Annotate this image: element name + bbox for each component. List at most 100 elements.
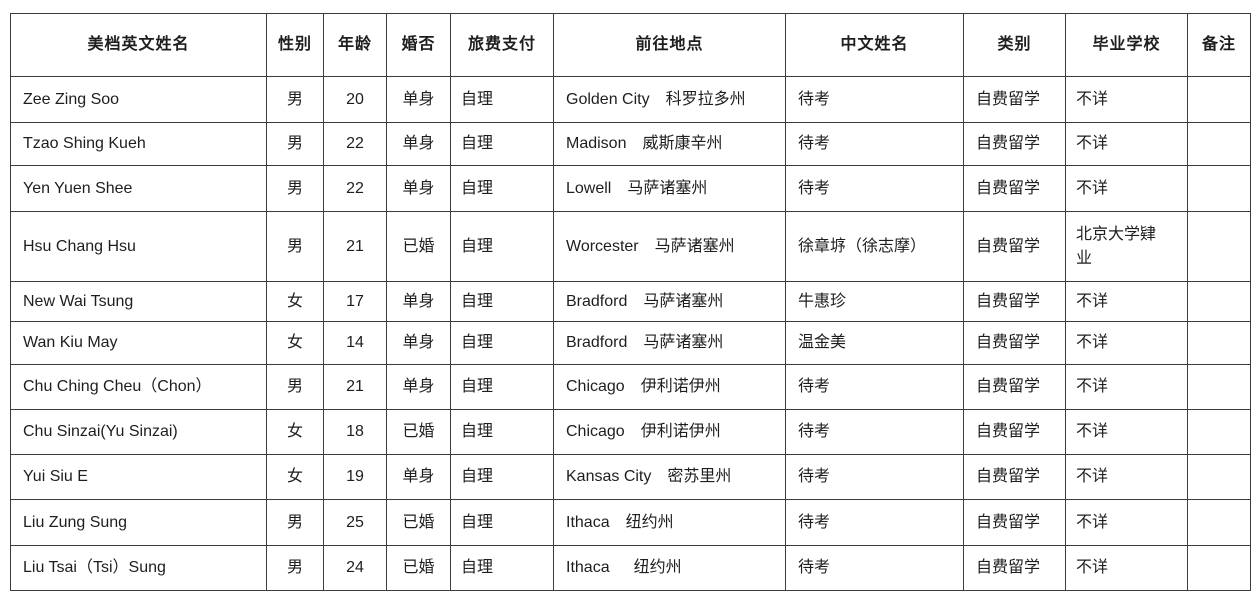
table-cell: 待考 [785,409,964,455]
table-cell: 不详 [1065,122,1188,166]
table-row: Hsu Chang Hsu 男 21 已婚 自理 Worcester 马萨诸塞州 徐章垿（徐… [10,211,1251,282]
table-row: Zee Zing Soo 男 20 单身 自理 Golden City 科罗拉多州 待考 自费… [10,76,1251,123]
table-cell: 自理 [450,409,554,455]
table-cell [1187,321,1251,365]
column-header: 性别 [266,13,324,77]
table-row: Chu Ching Cheu（Chon）男 21 单身 自理 Chicago 伊利诺伊州… [10,364,1251,410]
table-cell: Yui Siu E [10,454,267,500]
table-cell: 待考 [785,364,964,410]
table-cell [1187,409,1251,455]
column-header: 备注 [1187,13,1251,77]
table-cell: 不详 [1065,409,1188,455]
table-cell [1187,545,1251,591]
table-cell: Hsu Chang Hsu [10,211,267,282]
table-cell: 自理 [450,165,554,212]
column-header: 中文姓名 [785,13,964,77]
header-row: 美档英文姓名 性别 年龄 婚否 旅费支付 前往地点 中文姓名 类别 毕业学校 备注 [10,13,1251,77]
table-cell: Tzao Shing Kueh [10,122,267,166]
table-cell: New Wai Tsung [10,281,267,322]
table-cell: 男 [266,499,324,546]
table-cell: 女 [266,321,324,365]
table-cell: 男 [266,211,324,282]
table-cell: 自费留学 [963,409,1066,455]
table-cell [1187,281,1251,322]
table-cell: 自理 [450,211,554,282]
table-cell: Chicago 伊利诺伊州 [553,364,786,410]
column-header: 婚否 [386,13,451,77]
table-cell: 不详 [1065,76,1188,123]
table-cell [1187,364,1251,410]
table-cell: Kansas City 密苏里州 [553,454,786,500]
records-table: 美档英文姓名 性别 年龄 婚否 旅费支付 前往地点 中文姓名 类别 毕业学校 备注 Zee Zin… [10,13,1251,591]
table-cell: 自理 [450,499,554,546]
table-body: Zee Zing Soo 男 20 单身 自理 Golden City 科罗拉多州 待考 自费… [10,76,1251,591]
table-cell: 单身 [386,165,451,212]
table-cell [1187,454,1251,500]
table-cell: 自理 [450,122,554,166]
table-cell: 21 [323,364,387,410]
table-cell: 自费留学 [963,545,1066,591]
table-cell: Bradford 马萨诸塞州 [553,281,786,322]
table-cell: 自费留学 [963,76,1066,123]
table-cell: Chu Ching Cheu（Chon） [10,364,267,410]
table-cell: Wan Kiu May [10,321,267,365]
table-cell: 自理 [450,454,554,500]
table-cell: 女 [266,281,324,322]
table-cell: 不详 [1065,499,1188,546]
table-cell: 单身 [386,281,451,322]
table-cell: 自费留学 [963,122,1066,166]
table-cell: 单身 [386,122,451,166]
table-cell: 17 [323,281,387,322]
table-cell: 女 [266,454,324,500]
column-header: 类别 [963,13,1066,77]
table-cell: 22 [323,165,387,212]
table-cell: 不详 [1065,364,1188,410]
table-cell: 自费留学 [963,321,1066,365]
table-cell: 男 [266,545,324,591]
table-cell: 待考 [785,165,964,212]
table-cell: 24 [323,545,387,591]
table-row: Liu Zung Sung 男 25 已婚 自理 Ithaca 纽约州 待考 自费留学 不详 [10,499,1251,546]
table-row: Yen Yuen Shee 男 22 单身 自理 Lowell 马萨诸塞州 待考 自费留学 不详 [10,165,1251,212]
table-cell [1187,165,1251,212]
table-cell: 自理 [450,364,554,410]
table-cell: 牛惠珍 [785,281,964,322]
table-cell: Golden City 科罗拉多州 [553,76,786,123]
table-cell: Worcester 马萨诸塞州 [553,211,786,282]
table-cell: 自理 [450,545,554,591]
table-cell: 22 [323,122,387,166]
table-cell: Bradford 马萨诸塞州 [553,321,786,365]
table-cell: 不详 [1065,545,1188,591]
table-cell: 自费留学 [963,499,1066,546]
table-cell: 自费留学 [963,281,1066,322]
table-cell: 14 [323,321,387,365]
column-header: 美档英文姓名 [10,13,267,77]
table-cell: 不详 [1065,321,1188,365]
table-cell: 不详 [1065,165,1188,212]
table-cell: 自理 [450,281,554,322]
column-header: 年龄 [323,13,387,77]
table-cell: 待考 [785,76,964,123]
table-row: Tzao Shing Kueh 男 22 单身 自理 Madison 威斯康辛州 待考 自费留… [10,122,1251,166]
table-cell: 待考 [785,499,964,546]
table-cell [1187,76,1251,123]
table-cell: 男 [266,364,324,410]
table-cell: 自理 [450,76,554,123]
table-cell: 温金美 [785,321,964,365]
table-cell: 自费留学 [963,454,1066,500]
table-cell: Yen Yuen Shee [10,165,267,212]
table-cell: 已婚 [386,211,451,282]
table-cell: 19 [323,454,387,500]
table-cell: Zee Zing Soo [10,76,267,123]
table-cell: 自费留学 [963,364,1066,410]
table-cell: 不详 [1065,454,1188,500]
table-row: Chu Sinzai(Yu Sinzai) 女 18 已婚 自理 Chicago 伊利诺伊… [10,409,1251,455]
table-cell: 男 [266,76,324,123]
table-cell: 男 [266,165,324,212]
table-cell: 已婚 [386,499,451,546]
table-cell: 徐章垿（徐志摩） [785,211,964,282]
table-cell: Madison 威斯康辛州 [553,122,786,166]
table-cell: 男 [266,122,324,166]
column-header: 毕业学校 [1065,13,1188,77]
